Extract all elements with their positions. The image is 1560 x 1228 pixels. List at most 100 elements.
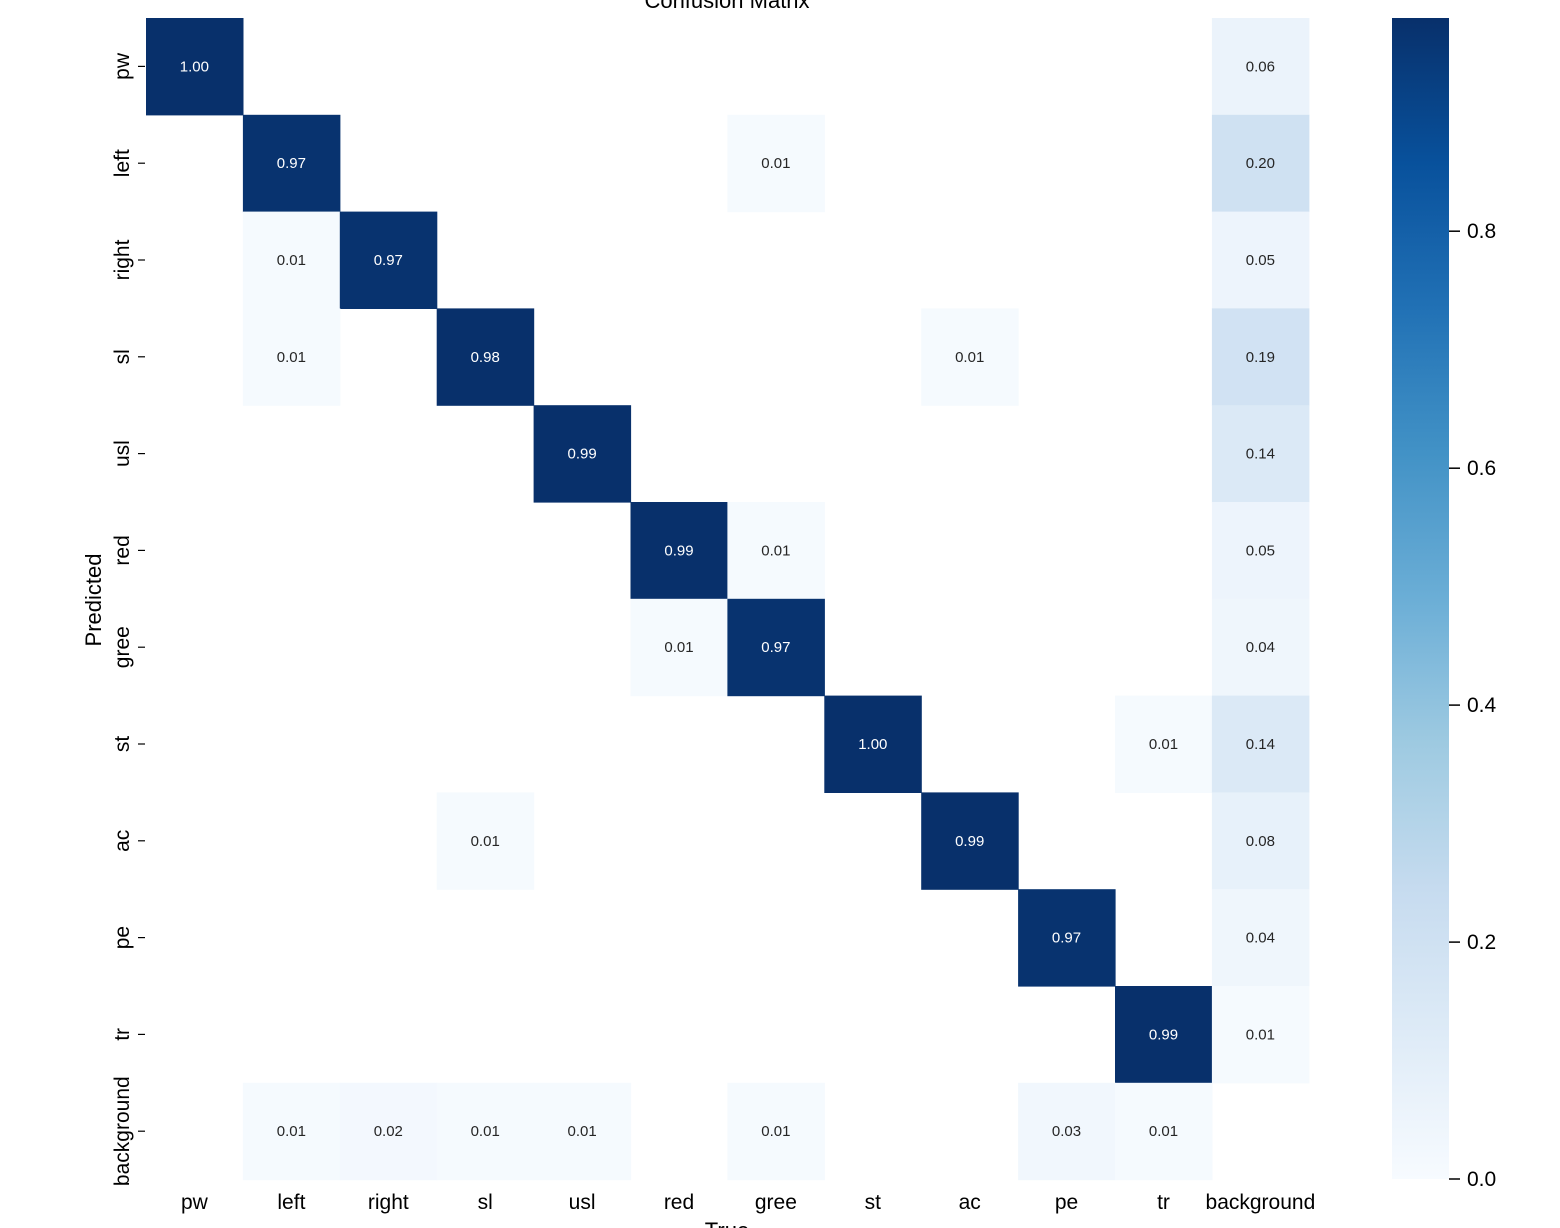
cell-value-label: 0.99 — [664, 542, 693, 559]
cell-value-label: 0.99 — [955, 833, 984, 850]
heatmap-cell — [1211, 405, 1310, 503]
heatmap-cell — [1211, 18, 1310, 116]
heatmap-cell — [1211, 502, 1310, 600]
heatmap-cell — [1211, 695, 1310, 793]
heatmap-cell — [1211, 308, 1310, 406]
heatmap-cell — [824, 695, 922, 793]
colorbar-ticks: 0.0 0.2 0.4 0.6 0.8 — [1449, 220, 1497, 1191]
heatmap-cell — [727, 1082, 825, 1181]
y-tick-label: pe — [111, 926, 134, 949]
cell-value-label: 0.01 — [664, 639, 693, 656]
cell-value-label: 0.97 — [374, 252, 403, 269]
heatmap-cell — [242, 308, 341, 406]
x-tick-label: pw — [181, 1191, 209, 1214]
heatmap-cell — [1211, 114, 1310, 213]
heatmap-cell — [533, 1082, 632, 1181]
cell-value-label: 0.05 — [1246, 542, 1275, 559]
heatmap-cell — [436, 792, 535, 890]
colorbar-tick-label: 0.8 — [1467, 220, 1496, 243]
y-tick-label: red — [111, 535, 134, 565]
heatmap-cell — [1115, 986, 1213, 1084]
cell-value-label: 0.14 — [1246, 446, 1275, 463]
x-tick-label: st — [865, 1191, 882, 1214]
cell-value-label: 0.97 — [761, 639, 790, 656]
heatmap-cell — [436, 308, 535, 406]
y-tick-label: left — [111, 149, 134, 177]
colorbar-tick-label: 0.6 — [1467, 457, 1496, 480]
y-tick-label: right — [111, 239, 134, 280]
heatmap-cell — [436, 1082, 535, 1181]
colorbar-tick-label: 0.4 — [1467, 694, 1497, 717]
heatmap-cells — [146, 18, 1310, 1181]
y-tick-label: pw — [111, 52, 134, 80]
y-tick-label: ac — [111, 830, 134, 852]
heatmap-cell — [242, 114, 341, 213]
cell-value-label: 0.01 — [761, 542, 790, 559]
colorbar-tick-label: 0.0 — [1467, 1168, 1496, 1191]
heatmap-cell — [727, 598, 825, 697]
cell-value-label: 0.01 — [1149, 1123, 1178, 1140]
x-axis-label: True — [705, 1218, 749, 1228]
x-tick-label: red — [664, 1191, 694, 1214]
heatmap-cell — [146, 18, 244, 116]
heatmap-cell — [339, 1082, 438, 1181]
heatmap-cell — [1018, 889, 1116, 987]
heatmap-cell — [533, 405, 632, 503]
x-tick-label: left — [277, 1191, 305, 1214]
y-tick-label: background — [111, 1076, 134, 1186]
heatmap-cell — [727, 114, 825, 213]
chart-title: Confusion Matrix — [644, 0, 809, 13]
y-axis-ticks: pw left right sl usl red gree st ac pe tr backgroun… — [111, 52, 145, 1186]
heatmap-cell — [921, 792, 1019, 890]
heatmap-cell — [1115, 1082, 1213, 1181]
x-axis-ticks: pw left right sl usl red gree st ac pe tr backgroun… — [181, 1191, 1315, 1214]
y-tick-label: tr — [111, 1028, 134, 1041]
cell-value-label: 0.97 — [277, 155, 306, 172]
heatmap-cell — [1018, 1082, 1116, 1181]
cell-value-label: 0.01 — [1149, 736, 1178, 753]
cell-value-label: 0.98 — [471, 349, 500, 366]
cell-value-label: 0.01 — [1246, 1026, 1275, 1043]
heatmap-cell — [630, 502, 728, 600]
heatmap-cell — [1211, 986, 1310, 1084]
y-tick-label: st — [111, 736, 134, 753]
cell-value-label: 0.20 — [1246, 155, 1275, 172]
cell-value-label: 0.01 — [277, 1123, 306, 1140]
y-tick-label: sl — [111, 349, 134, 364]
x-tick-label: right — [368, 1191, 409, 1214]
heatmap-cell — [1211, 211, 1310, 309]
x-tick-label: tr — [1157, 1191, 1170, 1214]
cell-value-label: 0.08 — [1246, 833, 1275, 850]
y-tick-label: usl — [111, 440, 134, 467]
cell-value-label: 0.99 — [1149, 1026, 1178, 1043]
heatmap-cell-labels: 1.00 0.06 0.97 0.01 0.20 0.01 0.97 0.05 0.01 0.98… — [180, 58, 1275, 1140]
cell-value-label: 0.01 — [471, 833, 500, 850]
cell-value-label: 0.02 — [374, 1123, 403, 1140]
cell-value-label: 0.01 — [277, 349, 306, 366]
y-tick-label: gree — [111, 626, 134, 668]
y-axis-label: Predicted — [81, 554, 106, 647]
cell-value-label: 0.01 — [761, 155, 790, 172]
x-tick-label: ac — [959, 1191, 981, 1214]
x-tick-label: gree — [755, 1191, 797, 1214]
x-tick-label: pe — [1055, 1191, 1078, 1214]
cell-value-label: 1.00 — [858, 736, 887, 753]
cell-value-label: 0.01 — [277, 252, 306, 269]
heatmap-cell — [1211, 598, 1310, 697]
heatmap-cell — [339, 211, 438, 309]
heatmap-cell — [630, 598, 728, 697]
heatmap-cell — [242, 1082, 341, 1181]
heatmap-cell — [242, 211, 341, 309]
cell-value-label: 0.04 — [1246, 930, 1275, 947]
x-tick-label: usl — [569, 1191, 596, 1214]
colorbar — [1392, 18, 1449, 1179]
cell-value-label: 0.19 — [1246, 349, 1275, 366]
cell-value-label: 0.01 — [761, 1123, 790, 1140]
cell-value-label: 0.01 — [567, 1123, 596, 1140]
heatmap-cell — [727, 502, 825, 600]
cell-value-label: 0.01 — [955, 349, 984, 366]
cell-value-label: 0.97 — [1052, 930, 1081, 947]
cell-value-label: 0.06 — [1246, 58, 1275, 75]
cell-value-label: 0.03 — [1052, 1123, 1081, 1140]
